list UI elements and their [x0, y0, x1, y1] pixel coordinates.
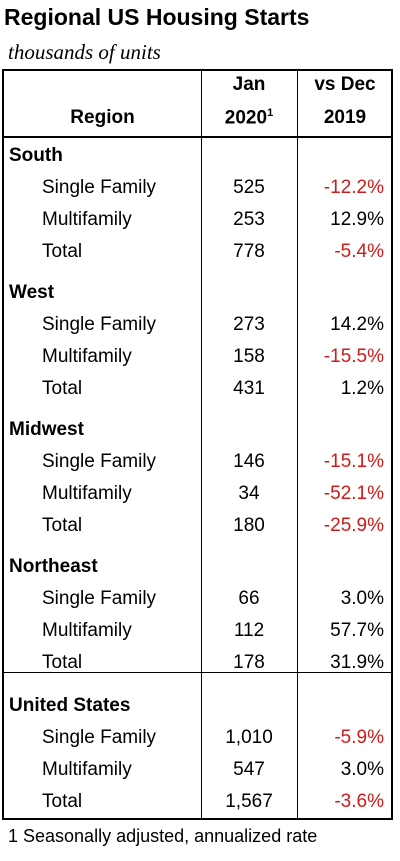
table-row: Total 178 31.9% [4, 647, 391, 679]
row-label: Single Family [42, 177, 157, 198]
row-label: Single Family [42, 727, 157, 748]
row-value: 178 [233, 652, 265, 673]
row-value: 273 [233, 314, 265, 335]
footnote: 1 Seasonally adjusted, annualized rate [8, 826, 318, 846]
row-value: 158 [233, 346, 265, 367]
row-value: 1,567 [225, 791, 273, 812]
row-label: Total [42, 378, 83, 399]
row-change: -5.4% [334, 241, 384, 262]
row-label: Multifamily [42, 483, 132, 504]
row-value: 253 [233, 209, 265, 230]
row-change: 14.2% [330, 314, 384, 335]
housing-starts-table: Region Jan 20201 vs Dec 2019 South Single… [2, 69, 393, 820]
row-value: 431 [233, 378, 265, 399]
row-change: -15.5% [323, 346, 384, 367]
row-label: Single Family [42, 451, 157, 472]
row-change: -25.9% [323, 515, 384, 536]
row-label: Total [42, 515, 83, 536]
row-value: 112 [233, 620, 265, 641]
table-row: Multifamily 34 -52.1% [4, 478, 391, 510]
row-change: 3.0% [340, 759, 384, 780]
row-change: 57.7% [330, 620, 384, 641]
table-row: Single Family 1,010 -5.9% [4, 722, 391, 754]
row-value: 66 [238, 588, 260, 609]
table-row: Single Family 66 3.0% [4, 583, 391, 615]
table-row: Single Family 525 -12.2% [4, 172, 391, 204]
row-change: 3.0% [340, 588, 384, 609]
header-jan-year: 2020 [224, 107, 268, 129]
header-vs-line1: vs Dec [314, 74, 376, 95]
row-change: -12.2% [323, 177, 384, 198]
section-header: South [4, 140, 391, 172]
table-row: Total 180 -25.9% [4, 510, 391, 542]
section-name: United States [9, 695, 131, 716]
table-row: Multifamily 547 3.0% [4, 754, 391, 786]
row-change: -3.6% [334, 791, 384, 812]
row-label: Multifamily [42, 620, 132, 641]
column-divider [201, 71, 202, 818]
row-change: -5.9% [334, 727, 384, 748]
row-label: Single Family [42, 314, 157, 335]
table-row: Total 778 -5.4% [4, 236, 391, 268]
section-name: South [9, 145, 63, 166]
row-label: Total [42, 791, 83, 812]
table-row: Total 1,567 -3.6% [4, 786, 391, 818]
page-title: Regional US Housing Starts [4, 4, 310, 30]
row-label: Multifamily [42, 759, 132, 780]
table-row: Single Family 146 -15.1% [4, 446, 391, 478]
row-value: 1,010 [225, 727, 273, 748]
column-divider [297, 71, 298, 818]
row-change: 31.9% [330, 652, 384, 673]
row-value: 525 [233, 177, 265, 198]
row-change: -52.1% [323, 483, 384, 504]
row-value: 778 [233, 241, 265, 262]
row-value: 547 [233, 759, 265, 780]
row-value: 34 [238, 483, 260, 504]
page-subtitle: thousands of units [8, 40, 161, 64]
header-jan-line1: Jan [232, 74, 266, 95]
table-row: Single Family 273 14.2% [4, 309, 391, 341]
header-region: Region [70, 107, 135, 128]
row-label: Single Family [42, 588, 157, 609]
section-name: West [9, 282, 55, 303]
table-row: Multifamily 112 57.7% [4, 615, 391, 647]
header-jan-line2: 20201 [201, 107, 297, 129]
totals-divider [4, 672, 391, 673]
row-value: 180 [233, 515, 265, 536]
section-header: Northeast [4, 551, 391, 583]
section-header: West [4, 277, 391, 309]
table-row: Total 431 1.2% [4, 373, 391, 405]
section-name: Northeast [9, 556, 98, 577]
table-row: Multifamily 158 -15.5% [4, 341, 391, 373]
row-change: 12.9% [330, 209, 384, 230]
section-name: Midwest [9, 419, 84, 440]
section-header: United States [4, 690, 391, 722]
table-row: Multifamily 253 12.9% [4, 204, 391, 236]
row-label: Total [42, 241, 83, 262]
row-value: 146 [233, 451, 265, 472]
row-label: Multifamily [42, 346, 132, 367]
section-header: Midwest [4, 414, 391, 446]
header-vs-line2: 2019 [323, 107, 367, 128]
header-divider [4, 136, 391, 138]
row-label: Multifamily [42, 209, 132, 230]
row-label: Total [42, 652, 83, 673]
row-change: -15.1% [323, 451, 384, 472]
row-change: 1.2% [340, 378, 384, 399]
footnote-marker: 1 [267, 107, 274, 119]
